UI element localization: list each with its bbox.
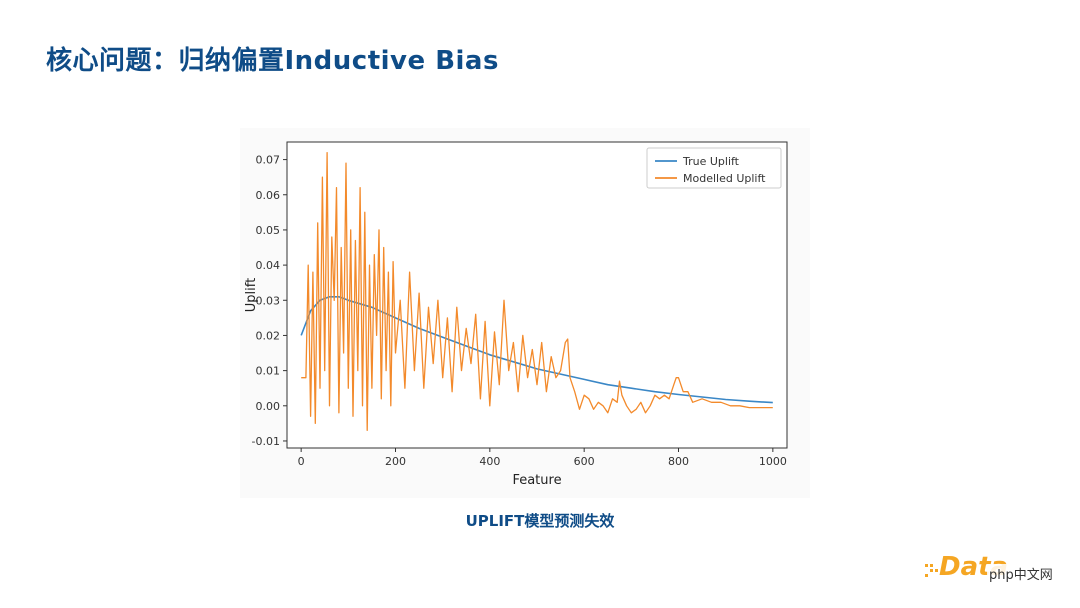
y-tick-label: 0.02: [256, 329, 281, 342]
y-tick-label: 0.01: [256, 365, 281, 378]
legend-box: [646, 147, 782, 189]
y-tick-label: 0.03: [256, 294, 281, 307]
uplift-line-chart: 0 200 400 600 800 1000 -0.01 0.00 0.01 0.02 0.03 0.…: [240, 128, 810, 498]
x-tick-label: 600: [574, 455, 595, 468]
brand-dots-icon: [925, 564, 938, 577]
legend-label: True Uplift: [682, 155, 740, 168]
x-axis-label: Feature: [512, 473, 561, 488]
plot-area: 0 200 400 600 800 1000 -0.01 0.00 0.01 0.02 0.03 0.…: [244, 141, 788, 488]
chart-container: 0 200 400 600 800 1000 -0.01 0.00 0.01 0.02 0.03 0.…: [240, 128, 810, 498]
slide-title: 核心问题：归纳偏置Inductive Bias: [46, 46, 499, 76]
y-tick-label: 0.05: [256, 224, 281, 237]
y-tick-label: 0.00: [256, 400, 281, 413]
x-tick-label: 0: [298, 455, 305, 468]
brand-logo: Data php中文网: [925, 552, 1075, 592]
y-tick-label: 0.06: [256, 189, 281, 202]
x-tick-label: 200: [385, 455, 406, 468]
y-tick-label: 0.07: [256, 154, 281, 167]
watermark-text: php中文网: [987, 564, 1055, 583]
y-axis-label: Uplift: [244, 278, 259, 312]
x-tick-label: 1000: [759, 455, 787, 468]
y-tick-label: -0.01: [252, 435, 280, 448]
chart-caption: UPLIFT模型预测失效: [465, 512, 615, 530]
x-tick-label: 800: [668, 455, 689, 468]
modelled-uplift-line: [301, 151, 773, 432]
x-tick-label: 400: [479, 455, 500, 468]
y-tick-label: 0.04: [256, 259, 281, 272]
legend-label: Modelled Uplift: [683, 172, 766, 185]
